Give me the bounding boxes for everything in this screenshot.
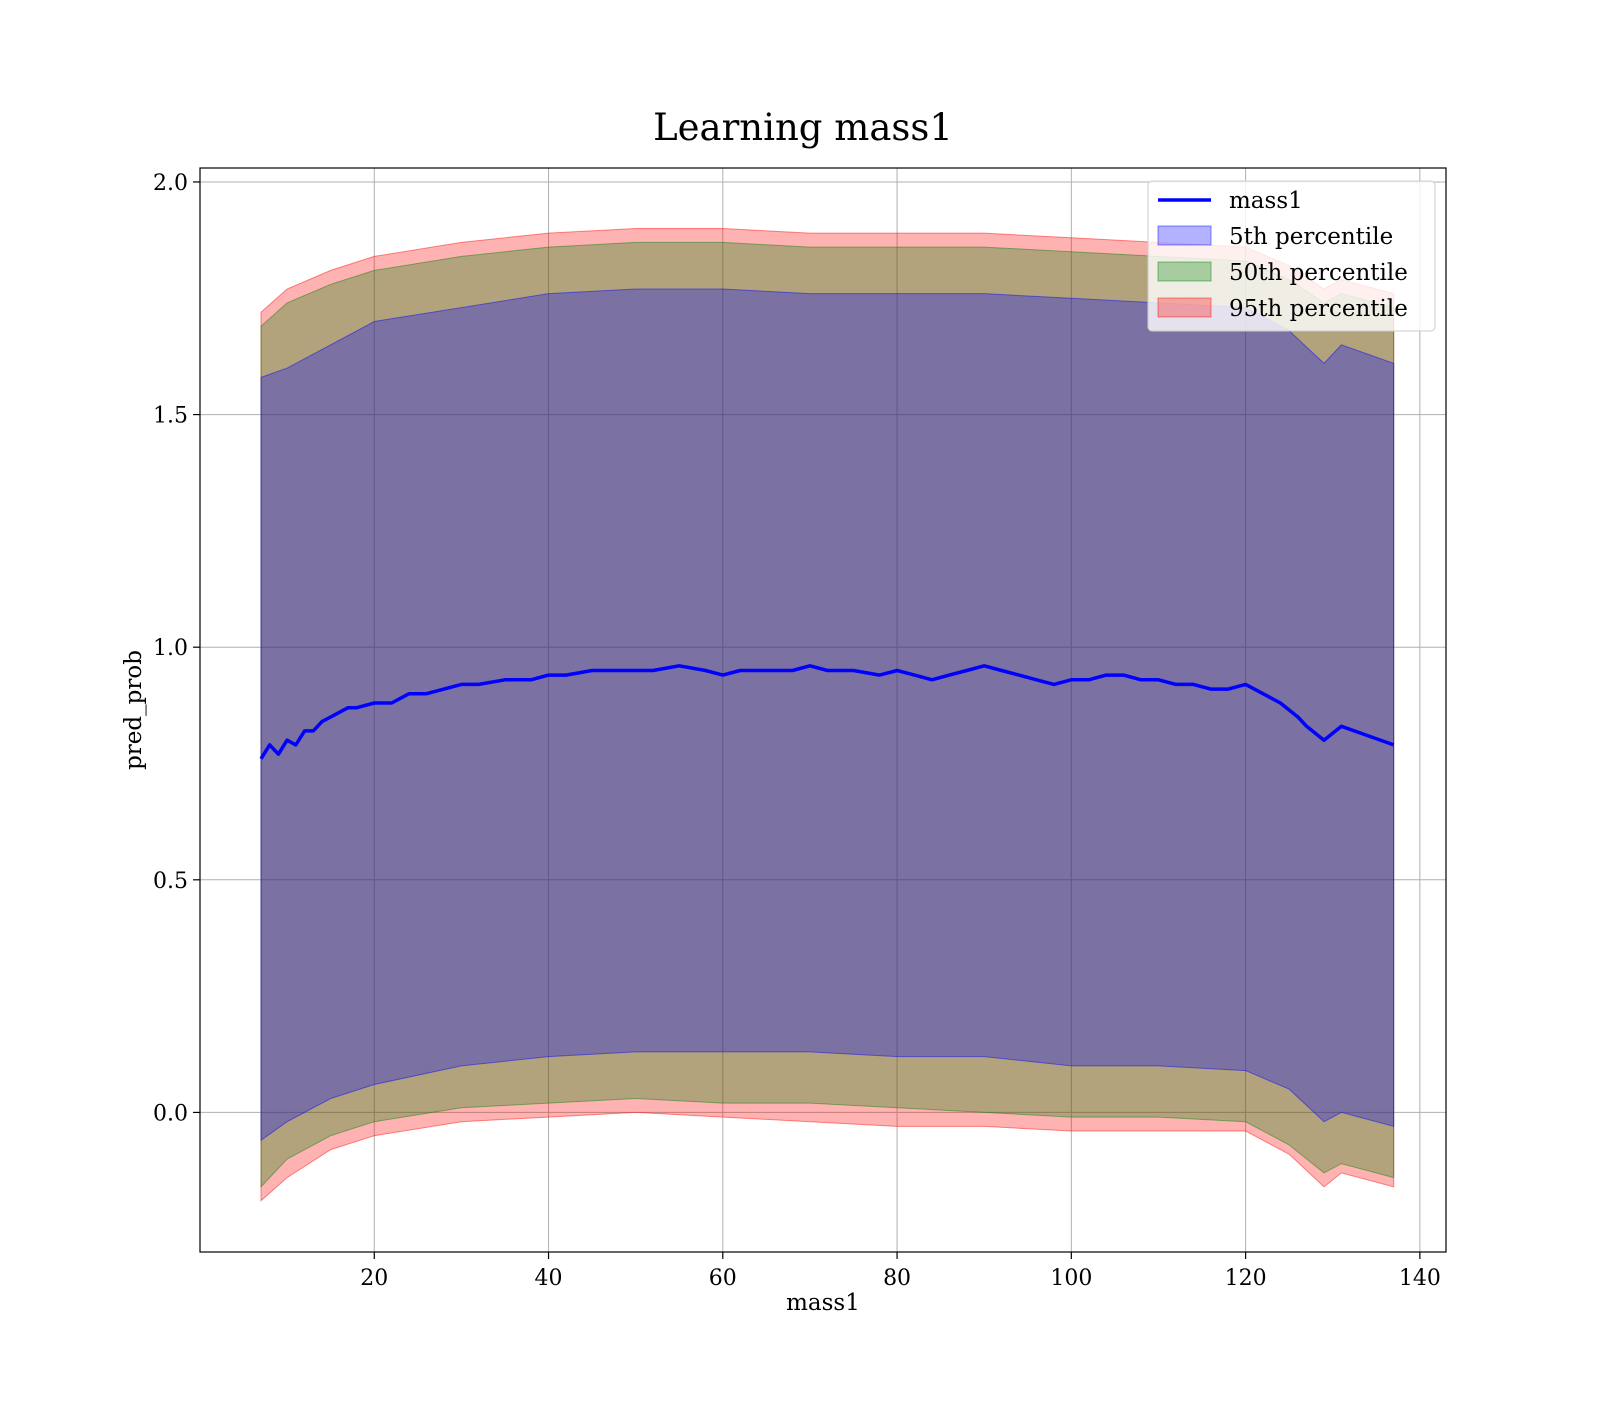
y-tick-label: 1.0 bbox=[153, 636, 188, 661]
x-tick-label: 80 bbox=[883, 1266, 911, 1291]
y-tick-label: 1.5 bbox=[153, 404, 188, 429]
legend: mass1 5th percentile 50th percentile 95t… bbox=[1147, 180, 1436, 332]
legend-label-50th-percentile: 50th percentile bbox=[1229, 260, 1408, 286]
legend-swatch-95th-percentile bbox=[1157, 297, 1212, 318]
band-5th-percentile bbox=[260, 288, 1395, 1142]
legend-label-95th-percentile: 95th percentile bbox=[1229, 296, 1408, 322]
x-tick-label: 40 bbox=[535, 1266, 563, 1291]
legend-label-5th-percentile: 5th percentile bbox=[1229, 224, 1393, 250]
band-95th-percentile bbox=[260, 228, 1395, 1202]
legend-label-mass1: mass1 bbox=[1229, 188, 1303, 214]
y-tick-label: 0.0 bbox=[153, 1101, 188, 1126]
legend-box bbox=[1147, 180, 1436, 332]
y-tick-label: 0.5 bbox=[153, 869, 188, 894]
series-line-layer bbox=[259, 664, 1395, 760]
plot-area-frame bbox=[199, 167, 1447, 1253]
y-axis-ticks: 0.0 0.5 1.0 1.5 2.0 bbox=[153, 171, 200, 1126]
x-tick-label: 100 bbox=[1050, 1266, 1092, 1291]
band-50th-percentile bbox=[260, 241, 1395, 1189]
y-tick-label: 2.0 bbox=[153, 171, 188, 196]
x-tick-label: 120 bbox=[1225, 1266, 1267, 1291]
y-axis-label: pred_prob bbox=[121, 650, 147, 770]
legend-swatch-50th-percentile bbox=[1157, 261, 1212, 282]
x-tick-label: 20 bbox=[360, 1266, 388, 1291]
grid-lines bbox=[200, 168, 1446, 1252]
series-line-mass1 bbox=[259, 664, 1395, 760]
chart-title: Learning mass1 bbox=[653, 106, 953, 149]
x-tick-label: 60 bbox=[709, 1266, 737, 1291]
x-tick-label: 140 bbox=[1399, 1266, 1441, 1291]
x-axis-ticks: 20 40 60 80 100 120 140 bbox=[360, 1252, 1441, 1291]
legend-swatch-5th-percentile bbox=[1157, 225, 1212, 246]
x-axis-label: mass1 bbox=[786, 1290, 860, 1316]
percentile-bands bbox=[260, 228, 1395, 1202]
